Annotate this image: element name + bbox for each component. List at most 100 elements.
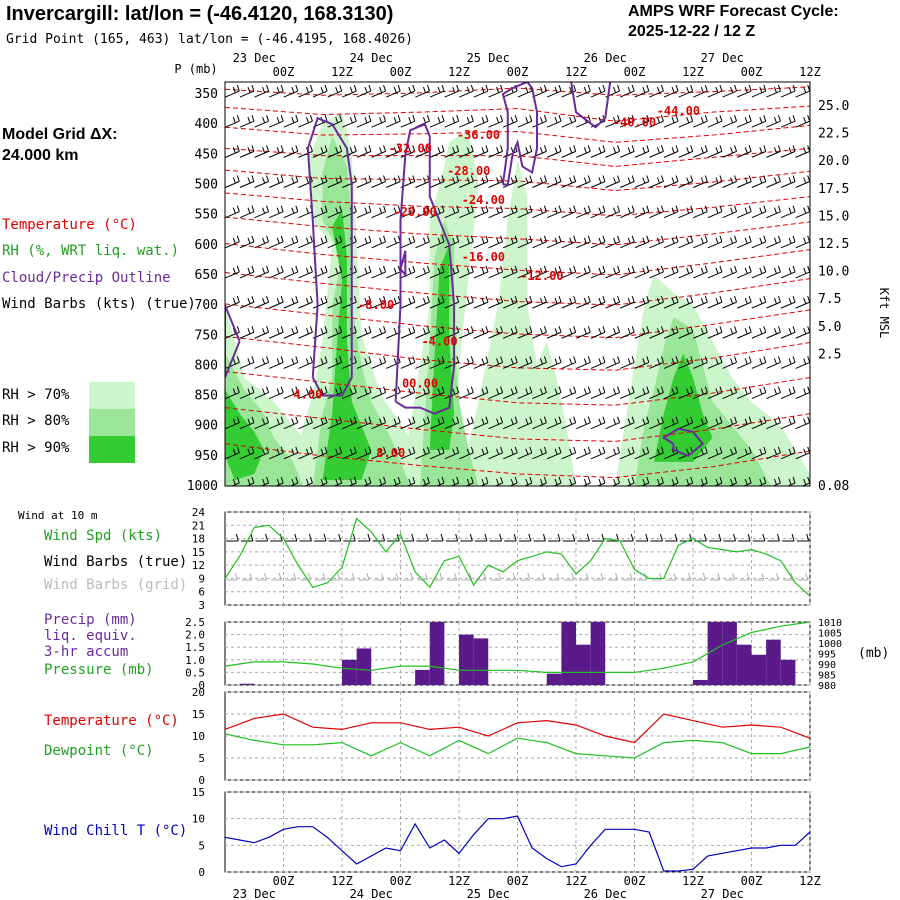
barb-flag	[792, 175, 796, 182]
barb-flag	[807, 476, 810, 484]
barb-flag	[807, 326, 810, 333]
wind-barb	[283, 446, 299, 460]
barb-flag	[777, 205, 781, 212]
wind-barb	[693, 175, 708, 188]
wind-barb	[722, 356, 738, 369]
barb-flag	[788, 86, 792, 93]
wind-barb	[780, 326, 796, 339]
barb-flag	[539, 147, 543, 154]
wind-barb	[371, 446, 387, 460]
wind-barb	[327, 84, 343, 98]
barb-staff	[298, 211, 313, 219]
wind-barb	[780, 386, 796, 400]
barb-flag	[276, 358, 280, 365]
wind-barb	[473, 386, 489, 400]
wind-barb	[473, 115, 489, 128]
barb-flag	[339, 295, 343, 303]
barb-flag	[660, 115, 664, 122]
barb-flag	[251, 115, 255, 122]
wind-barb	[663, 386, 679, 400]
wind-barb	[567, 476, 577, 486]
pressure-tick-label: 1000	[187, 479, 218, 494]
barb-staff	[663, 392, 679, 400]
barb-flag	[631, 446, 635, 454]
barb-flag	[807, 446, 810, 454]
barb-staff	[780, 120, 796, 128]
barb-staff	[780, 452, 796, 460]
wind-barb	[473, 175, 489, 188]
barb-flag	[792, 326, 796, 333]
barb-staff	[780, 361, 796, 369]
barb-flag	[631, 386, 635, 393]
barb-flag	[383, 386, 387, 393]
barb-staff	[444, 452, 459, 460]
barb-flag	[368, 265, 372, 273]
barb-staff	[283, 271, 299, 279]
precip-tick: 2.5	[185, 616, 205, 629]
barb-flag	[598, 86, 602, 93]
barb-staff	[722, 181, 737, 188]
barb-flag	[324, 416, 328, 423]
wind-barb	[502, 115, 518, 128]
barb-flag	[642, 388, 646, 395]
barb-flag	[412, 235, 416, 242]
barb-flag	[525, 207, 529, 214]
isotherm	[225, 124, 810, 143]
grid-wind-barb-flag	[424, 572, 428, 581]
wind-barb	[459, 205, 474, 219]
wind-barb	[473, 356, 489, 369]
barb-flag	[335, 478, 339, 485]
wind-barb	[780, 145, 796, 158]
barb-flag	[558, 115, 562, 122]
barb-flag	[262, 267, 266, 274]
legend-wind-speed: Wind Spd (kts)	[44, 528, 163, 544]
barb-flag	[631, 115, 635, 122]
barb-staff	[254, 181, 269, 188]
barb-flag	[656, 478, 660, 485]
barb-flag	[660, 356, 664, 363]
barb-flag	[759, 478, 763, 485]
wind-barb	[736, 205, 752, 219]
barb-flag	[368, 356, 372, 363]
barb-staff	[780, 301, 796, 309]
pressure-tick-label: 800	[195, 358, 218, 373]
barb-flag	[514, 356, 518, 363]
barb-flag	[627, 117, 631, 123]
barb-flag	[744, 207, 748, 214]
barb-staff	[619, 90, 635, 98]
wind-barb	[304, 476, 313, 486]
barb-flag	[324, 115, 328, 122]
wind-barb	[479, 476, 489, 486]
barb-staff	[693, 271, 708, 279]
barb-staff	[736, 271, 752, 279]
temperature-line	[224, 713, 811, 744]
barb-flag	[671, 418, 675, 425]
barb-flag	[777, 386, 781, 393]
barb-staff	[605, 150, 620, 158]
legend-cloud-outline: Cloud/Precip Outline	[2, 270, 171, 286]
wind-barb	[649, 326, 664, 339]
barb-flag	[554, 418, 558, 425]
barb-staff	[590, 422, 606, 430]
barb-flag	[777, 295, 781, 303]
wind-barb	[722, 205, 738, 219]
barb-staff	[766, 392, 781, 400]
wind-barb	[561, 416, 577, 430]
legend-wind-barbs: Wind Barbs (kts) (true)	[2, 296, 196, 312]
barb-staff	[385, 181, 401, 188]
wind-barb	[312, 416, 328, 430]
barb-staff	[342, 331, 357, 339]
surface-wind-barb-flag	[718, 533, 722, 542]
wind-barb	[312, 145, 328, 158]
barb-flag	[602, 416, 606, 423]
wind-barb	[576, 265, 591, 279]
wind-barb	[356, 295, 372, 309]
barb-flag	[627, 177, 631, 184]
barb-staff	[239, 361, 255, 369]
wind-barb	[663, 265, 679, 279]
barb-staff	[450, 482, 459, 486]
barb-flag	[236, 326, 240, 333]
barb-flag	[700, 177, 704, 184]
barb-staff	[312, 301, 328, 309]
barb-flag	[496, 117, 500, 123]
